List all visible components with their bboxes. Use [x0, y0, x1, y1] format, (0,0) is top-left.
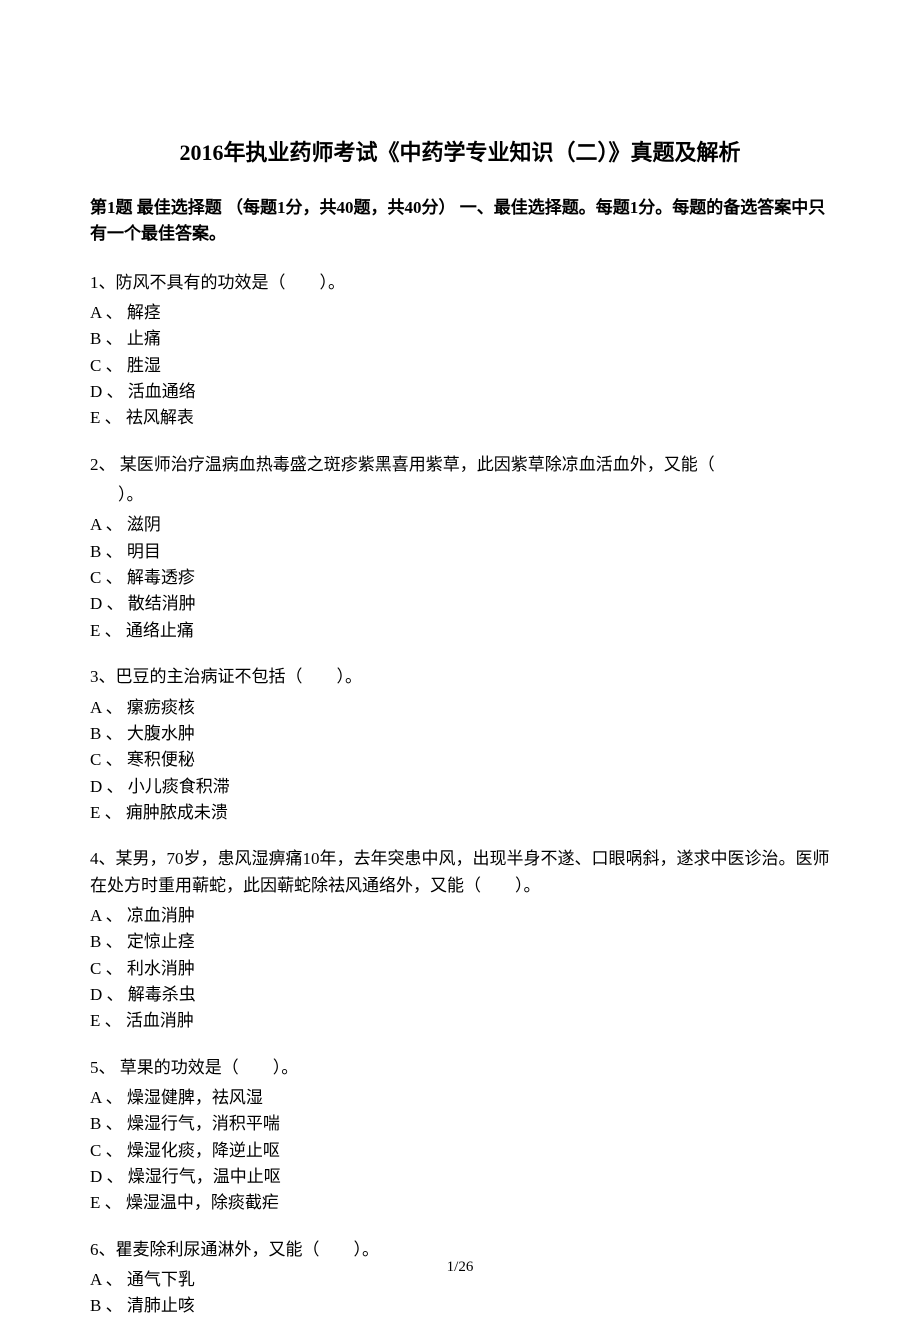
question-stem: 2、 某医师治疗温病血热毒盛之斑疹紫黑喜用紫草，此因紫草除凉血活血外，又能（ — [90, 452, 830, 478]
question-stem: 5、 草果的功效是（ ）。 — [90, 1055, 830, 1081]
question-1: 1、防风不具有的功效是（ ）。 A 、 解痉 B 、 止痛 C 、 胜湿 D 、… — [90, 270, 830, 432]
option-e: E 、 活血消肿 — [90, 1008, 830, 1034]
option-d: D 、 解毒杀虫 — [90, 982, 830, 1008]
option-a: A 、 滋阴 — [90, 512, 830, 538]
option-a: A 、 凉血消肿 — [90, 903, 830, 929]
option-d: D 、 小儿痰食积滞 — [90, 774, 830, 800]
option-b: B 、 清肺止咳 — [90, 1293, 830, 1319]
option-d: D 、 散结消肿 — [90, 591, 830, 617]
option-c: C 、 利水消肿 — [90, 956, 830, 982]
option-b: B 、 定惊止痉 — [90, 929, 830, 955]
option-c: C 、 解毒透疹 — [90, 565, 830, 591]
option-b: B 、 止痛 — [90, 326, 830, 352]
option-a: A 、 瘰疬痰核 — [90, 695, 830, 721]
option-d: D 、 活血通络 — [90, 379, 830, 405]
option-b: B 、 明目 — [90, 539, 830, 565]
section-header: 第1题 最佳选择题 （每题1分，共40题，共40分） 一、最佳选择题。每题1分。… — [90, 195, 830, 248]
option-d: D 、 燥湿行气，温中止呕 — [90, 1164, 830, 1190]
page-number: 1/26 — [0, 1259, 920, 1276]
option-b: B 、 燥湿行气，消积平喘 — [90, 1111, 830, 1137]
option-b: B 、 大腹水肿 — [90, 721, 830, 747]
option-a: A 、 解痉 — [90, 300, 830, 326]
question-stem-continuation: ）。 — [90, 482, 830, 508]
question-stem: 1、防风不具有的功效是（ ）。 — [90, 270, 830, 296]
option-e: E 、 祛风解表 — [90, 405, 830, 431]
option-c: C 、 胜湿 — [90, 353, 830, 379]
question-6: 6、瞿麦除利尿通淋外，又能（ ）。 A 、 通气下乳 B 、 清肺止咳 — [90, 1237, 830, 1320]
question-stem: 3、巴豆的主治病证不包括（ ）。 — [90, 664, 830, 690]
option-e: E 、 痈肿脓成未溃 — [90, 800, 830, 826]
question-4: 4、某男，70岁，患风湿痹痛10年，去年突患中风，出现半身不遂、口眼㖞斜，遂求中… — [90, 846, 830, 1034]
question-5: 5、 草果的功效是（ ）。 A 、 燥湿健脾，祛风湿 B 、 燥湿行气，消积平喘… — [90, 1055, 830, 1217]
option-e: E 、 通络止痛 — [90, 618, 830, 644]
question-stem: 4、某男，70岁，患风湿痹痛10年，去年突患中风，出现半身不遂、口眼㖞斜，遂求中… — [90, 846, 830, 899]
question-3: 3、巴豆的主治病证不包括（ ）。 A 、 瘰疬痰核 B 、 大腹水肿 C 、 寒… — [90, 664, 830, 826]
option-c: C 、 燥湿化痰，降逆止呕 — [90, 1138, 830, 1164]
question-2: 2、 某医师治疗温病血热毒盛之斑疹紫黑喜用紫草，此因紫草除凉血活血外，又能（ ）… — [90, 452, 830, 644]
option-a: A 、 燥湿健脾，祛风湿 — [90, 1085, 830, 1111]
option-c: C 、 寒积便秘 — [90, 747, 830, 773]
document-title: 2016年执业药师考试《中药学专业知识（二）》真题及解析 — [90, 135, 830, 167]
option-e: E 、 燥湿温中，除痰截疟 — [90, 1190, 830, 1216]
